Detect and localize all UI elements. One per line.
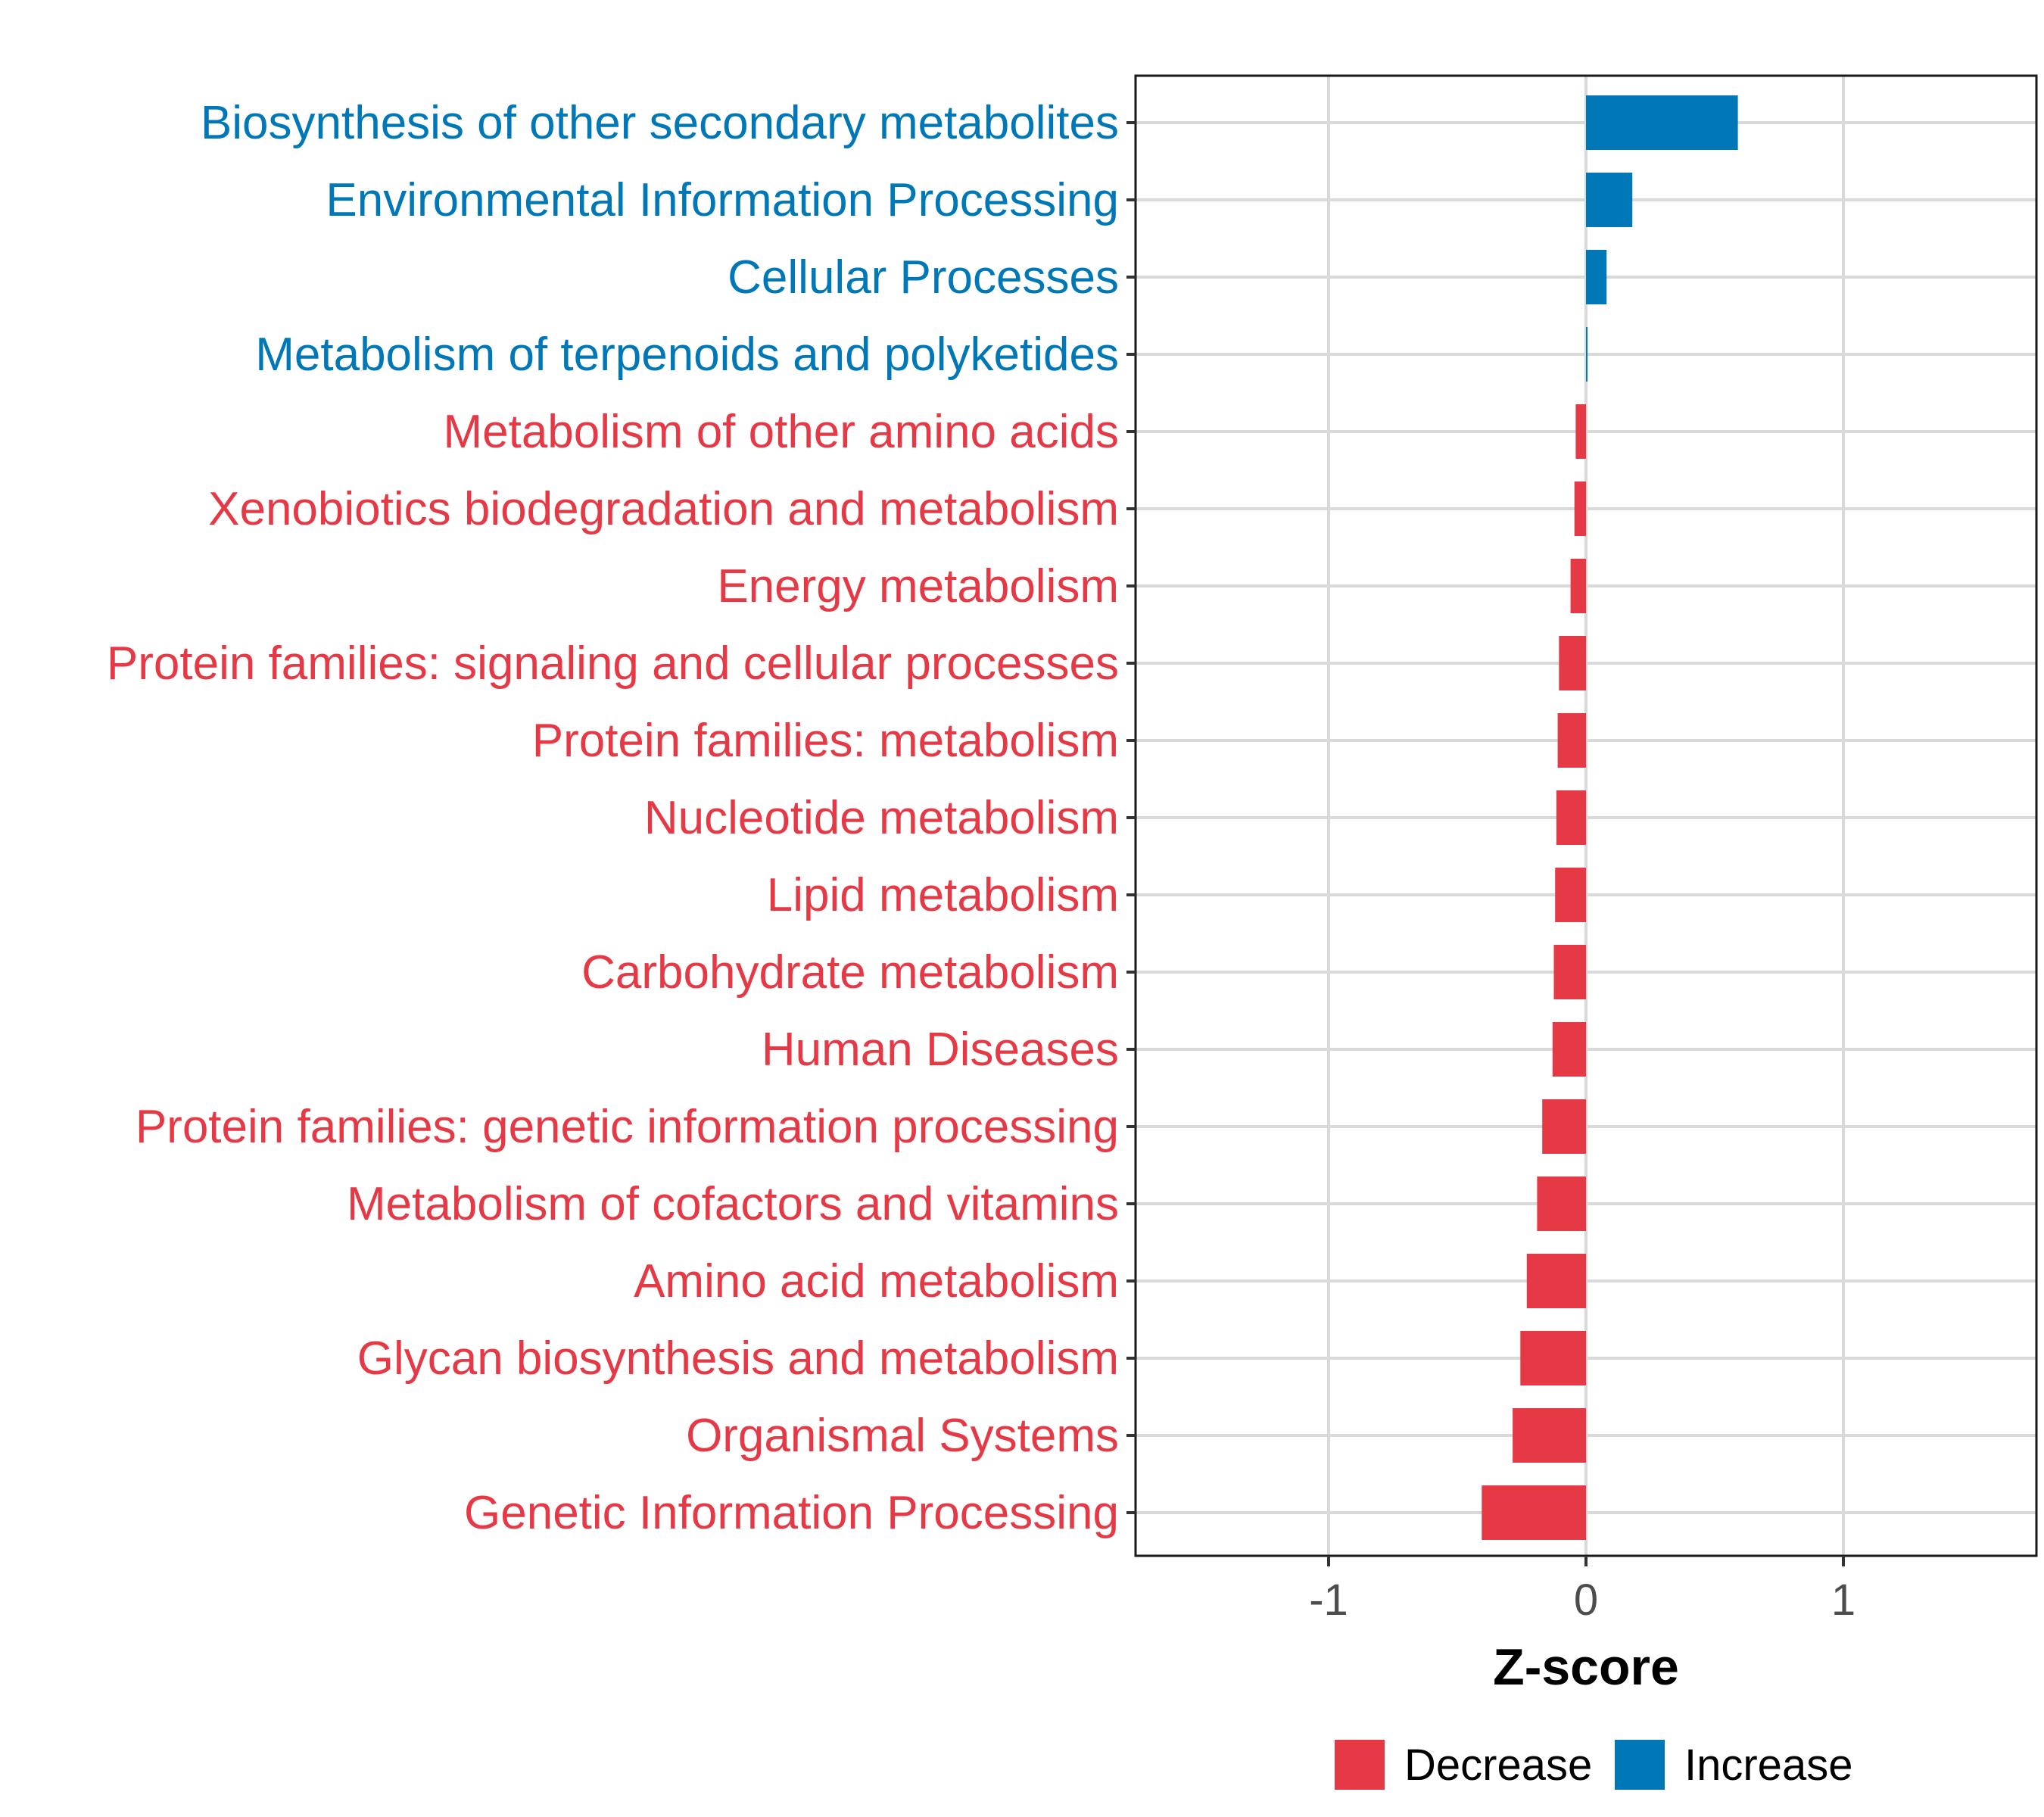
bar (1542, 1099, 1586, 1154)
category-label: Xenobiotics biodegradation and metabolis… (208, 483, 1119, 535)
category-label: Environmental Information Processing (326, 174, 1119, 226)
bar-layer (1482, 95, 1738, 1540)
bar (1552, 1022, 1586, 1077)
category-label: Nucleotide metabolism (644, 792, 1119, 844)
category-label: Metabolism of cofactors and vitamins (347, 1178, 1119, 1230)
x-axis-title: Z-score (1493, 1638, 1679, 1696)
bar (1586, 250, 1607, 304)
bar (1520, 1331, 1586, 1385)
category-label: Human Diseases (762, 1024, 1119, 1076)
bar (1557, 713, 1586, 768)
bar (1482, 1485, 1586, 1540)
bar (1586, 173, 1633, 227)
category-label: Genetic Information Processing (464, 1487, 1119, 1539)
bar (1537, 1177, 1586, 1231)
bar (1574, 482, 1586, 536)
category-label: Organismal Systems (686, 1410, 1119, 1462)
category-labels: Biosynthesis of other secondary metaboli… (107, 97, 1119, 1539)
bar (1555, 868, 1586, 922)
category-label: Energy metabolism (717, 560, 1119, 612)
category-label: Cellular Processes (728, 251, 1119, 304)
x-axis-ticks: -1 0 1 (1309, 1556, 1855, 1625)
bar (1553, 945, 1586, 999)
category-label: Lipid metabolism (767, 869, 1119, 921)
category-label: Metabolism of other amino acids (443, 406, 1119, 458)
bar (1559, 636, 1586, 690)
x-tick-label: 1 (1831, 1575, 1855, 1625)
x-tick-label: -1 (1309, 1575, 1348, 1625)
category-label: Protein families: signaling and cellular… (107, 637, 1119, 690)
legend-swatch-decrease (1335, 1740, 1385, 1790)
bar (1586, 327, 1588, 382)
category-label: Metabolism of terpenoids and polyketides (255, 329, 1119, 381)
legend-label-increase: Increase (1684, 1741, 1852, 1790)
y-tick-marks (1126, 121, 1136, 1514)
category-label: Protein families: metabolism (532, 715, 1119, 767)
legend: Decrease Increase (1335, 1740, 1852, 1790)
x-tick-label: 0 (1574, 1575, 1598, 1625)
category-label: Carbohydrate metabolism (581, 946, 1119, 999)
bar (1556, 790, 1586, 845)
category-label: Glycan biosynthesis and metabolism (357, 1332, 1119, 1385)
category-label: Protein families: genetic information pr… (136, 1101, 1119, 1153)
bar (1513, 1408, 1586, 1463)
legend-label-decrease: Decrease (1404, 1741, 1592, 1790)
bar (1570, 559, 1586, 613)
bar (1586, 95, 1738, 150)
category-label: Amino acid metabolism (634, 1255, 1119, 1307)
bar (1575, 404, 1586, 459)
category-label: Biosynthesis of other secondary metaboli… (201, 97, 1119, 149)
legend-swatch-increase (1615, 1740, 1665, 1790)
bar (1526, 1254, 1586, 1308)
